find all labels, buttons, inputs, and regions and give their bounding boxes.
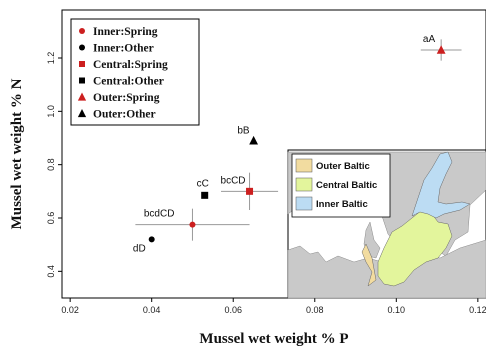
x-tick-label: 0.10 — [388, 305, 406, 315]
point-label: aA — [423, 34, 436, 45]
map-inner-baltic — [411, 151, 471, 219]
inset-legend: Outer Baltic Central Baltic Inner Baltic — [291, 153, 391, 218]
map-outer-baltic — [361, 243, 377, 287]
y-tick-label: 1.0 — [46, 105, 56, 118]
point-label: dD — [133, 243, 146, 254]
data-point-cC — [201, 191, 209, 199]
legend-label: Outer:Other — [93, 109, 156, 121]
legend-marker — [79, 28, 85, 34]
legend-marker — [77, 92, 87, 101]
point-label: bcCD — [221, 175, 246, 186]
point-label: bcdCD — [144, 209, 175, 220]
inset-map: Outer Baltic Central Baltic Inner Baltic — [287, 149, 486, 299]
x-tick-label: 0.08 — [306, 305, 324, 315]
inset-legend-swatch — [295, 158, 313, 173]
legend-label: Central:Other — [93, 76, 164, 88]
legend-marker — [79, 77, 85, 84]
inset-legend-swatch — [295, 177, 313, 192]
legend-marker — [77, 108, 87, 118]
data-point-dD — [148, 236, 155, 243]
inset-legend-swatch — [295, 196, 313, 211]
legend-label: Outer:Spring — [93, 92, 160, 104]
data-point-bcdCD — [189, 221, 196, 228]
legend: Inner:Spring Inner:Other Central:Spring Cen… — [70, 18, 200, 126]
legend-label: Central:Spring — [93, 59, 168, 71]
inset-legend-label: Outer Baltic — [316, 161, 370, 172]
x-axis-title: Mussel wet weight % P — [199, 331, 348, 347]
inset-legend-label: Central Baltic — [316, 180, 377, 191]
y-tick-label: 0.6 — [46, 212, 56, 225]
legend-box — [70, 18, 200, 126]
x-axis-ticks: 0.02 0.04 0.06 0.08 0.10 0.12 — [61, 298, 486, 315]
legend-label: Inner:Other — [93, 43, 154, 55]
x-tick-label: 0.06 — [224, 305, 242, 315]
data-point-aA — [436, 45, 446, 54]
data-point-bB — [249, 135, 259, 145]
point-label: bB — [237, 126, 250, 137]
y-axis-ticks: 0.4 0.6 0.8 1.0 1.2 — [46, 52, 62, 278]
data-points — [148, 45, 446, 243]
point-label: cC — [197, 178, 209, 189]
legend-marker — [79, 44, 85, 51]
y-tick-label: 0.8 — [46, 158, 56, 171]
y-tick-label: 0.4 — [46, 265, 56, 278]
y-tick-label: 1.2 — [46, 52, 56, 65]
y-axis-title: Mussel wet weight % N — [9, 78, 25, 229]
x-tick-label: 0.04 — [143, 305, 161, 315]
x-tick-label: 0.02 — [61, 305, 79, 315]
plot-frame — [61, 9, 486, 299]
data-point-bcCD — [246, 187, 254, 195]
legend-label: Inner:Spring — [93, 26, 158, 38]
x-tick-label: 0.12 — [469, 305, 486, 315]
legend-marker — [79, 61, 85, 67]
point-labels: bcdCD dD bcCD cC aA bB — [133, 34, 436, 254]
map-central-baltic — [377, 209, 453, 287]
inset-legend-label: Inner Baltic — [316, 199, 368, 210]
